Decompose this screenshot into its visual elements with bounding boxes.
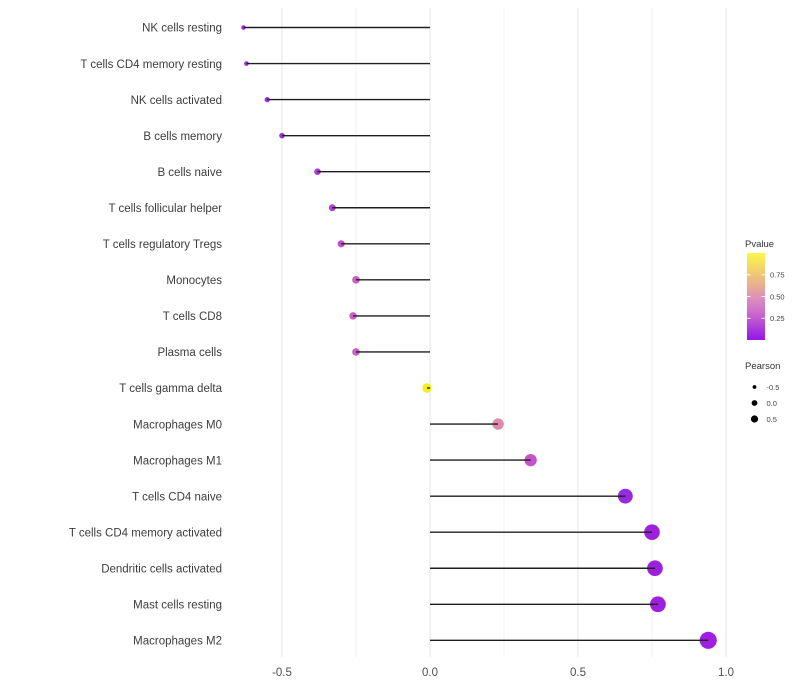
category-label: T cells gamma delta (119, 383, 222, 395)
x-axis-tick-label: 0.0 (422, 667, 438, 679)
x-axis-tick-label: 0.5 (570, 667, 586, 679)
category-label: B cells memory (143, 131, 222, 143)
pearson-size-dot (751, 400, 758, 406)
category-label: Macrophages M0 (133, 419, 222, 431)
pearson-size-dot (750, 415, 759, 423)
category-label: T cells CD8 (163, 311, 222, 323)
x-axis: -0.5 0.0 0.5 1.0 (272, 667, 734, 679)
pvalue-tick-label: 0.25 (770, 314, 785, 323)
pearson-size-label: 0.0 (767, 399, 777, 408)
x-axis-tick-label: -0.5 (272, 667, 292, 679)
category-label: Dendritic cells activated (101, 563, 222, 575)
lollipop-dot (422, 383, 432, 393)
category-label: T cells follicular helper (108, 203, 222, 215)
category-label: T cells CD4 memory resting (80, 59, 222, 71)
pvalue-gradient-bar (747, 253, 765, 340)
category-label: T cells CD4 naive (132, 491, 222, 503)
gridlines (281, 8, 727, 657)
pvalue-tick-label: 0.75 (770, 271, 785, 280)
category-label: B cells naive (157, 167, 222, 179)
category-label: T cells regulatory Tregs (103, 239, 223, 251)
category-label: Monocytes (166, 275, 222, 287)
category-label: NK cells activated (131, 95, 222, 107)
category-label: Macrophages M2 (133, 636, 222, 648)
pearson-size-label: -0.5 (767, 383, 780, 392)
lollipop-dot (349, 312, 357, 320)
pvalue-legend-title: Pvalue (745, 239, 774, 250)
pvalue-tick-label: 0.50 (770, 292, 785, 301)
x-axis-tick-label: 1.0 (718, 667, 734, 679)
category-label: Macrophages M1 (133, 455, 222, 467)
category-label: NK cells resting (142, 23, 222, 35)
category-label: Mast cells resting (133, 600, 222, 612)
lollipop-rows: NK cells resting T cells CD4 memory resti… (69, 23, 717, 649)
category-label: Plasma cells (157, 347, 222, 359)
legend: Pvalue 0.75 0.50 0.25 Pearson -0.5 0.0 0… (745, 239, 785, 424)
category-label: T cells CD4 memory activated (69, 527, 222, 539)
pearson-legend-title: Pearson (745, 361, 780, 372)
lollipop-dot (244, 61, 249, 66)
pearson-size-dot (752, 385, 757, 389)
pearson-size-label: 0.5 (767, 415, 777, 424)
